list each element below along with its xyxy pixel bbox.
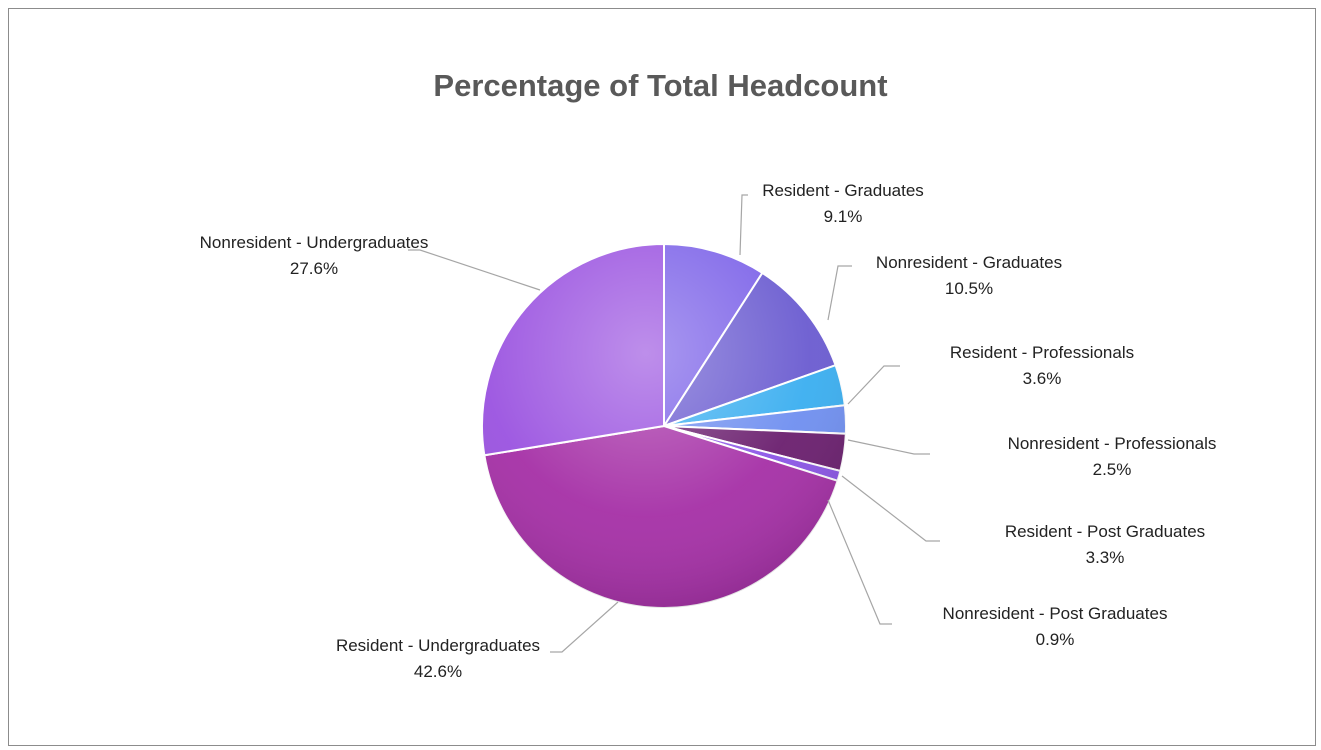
data-label-value: 27.6% [290,259,338,278]
pie-slice-nonresident-undergraduates [481,242,665,457]
leader-line [827,265,852,321]
leader-line [841,475,940,542]
data-label-name: Resident - Undergraduates [336,636,540,655]
data-label-name: Resident - Professionals [950,343,1134,362]
leader-line [550,601,619,653]
leader-line [408,249,541,291]
data-label-value: 10.5% [945,279,993,298]
leader-line [847,439,930,455]
data-label-value: 3.3% [1086,548,1125,567]
data-label-value: 9.1% [824,207,863,226]
leader-line [847,365,900,405]
data-label-name: Nonresident - Post Graduates [943,604,1168,623]
data-label-name: Nonresident - Graduates [876,253,1062,272]
data-label-value: 3.6% [1023,369,1062,388]
data-label-value: 0.9% [1036,630,1075,649]
data-label-name: Nonresident - Professionals [1008,434,1217,453]
data-label-value: 2.5% [1093,460,1132,479]
chart-title: Percentage of Total Headcount [433,68,888,103]
leader-line [827,499,892,625]
data-label-value: 42.6% [414,662,462,681]
data-label-name: Resident - Graduates [762,181,924,200]
data-label-name: Nonresident - Undergraduates [200,233,429,252]
data-label-name: Resident - Post Graduates [1005,522,1205,541]
leader-line [739,194,748,256]
